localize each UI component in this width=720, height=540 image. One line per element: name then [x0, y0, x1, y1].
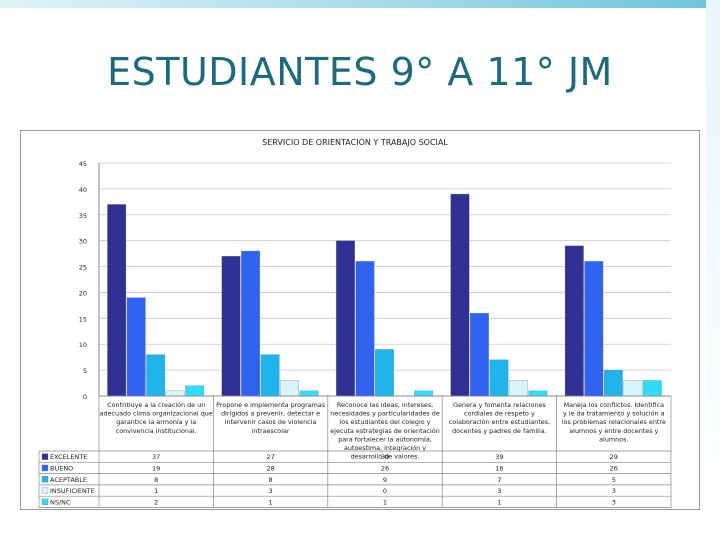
accent-bar	[0, 0, 720, 8]
category-label: Propone e implementa programas dirigidos …	[216, 401, 326, 435]
table-value: 1	[497, 498, 501, 506]
side-decoration	[706, 0, 720, 540]
legend-label: EXCELENTE	[50, 453, 87, 461]
y-tick-label: 40	[79, 186, 87, 194]
table-value: 37	[152, 453, 160, 461]
bar-aceptable	[260, 354, 280, 397]
table-value: 7	[497, 476, 501, 484]
bar-bueno	[241, 250, 261, 397]
bar-bueno	[126, 297, 146, 397]
chart-frame: SERVICIO DE ORIENTACIÓN Y TRABAJO SOCIAL…	[20, 130, 700, 510]
category-label: Reconoce las ideas, intereses, necesidade…	[330, 401, 440, 461]
table-value: 19	[152, 464, 160, 472]
bar-insuficiente	[280, 380, 300, 397]
table-value: 3	[497, 487, 501, 495]
bar-bueno	[469, 313, 489, 397]
y-tick-label: 0	[83, 393, 87, 401]
y-tick-label: 30	[79, 238, 87, 246]
legend-swatch	[41, 498, 49, 506]
bar-excelente	[564, 245, 584, 397]
bar-bueno	[355, 261, 375, 397]
y-tick-label: 35	[79, 212, 87, 220]
table-value: 26	[610, 464, 618, 472]
bar-bueno	[584, 261, 604, 397]
table-value: 30	[381, 453, 389, 461]
bar-insuficiente	[623, 380, 643, 397]
table-value: 16	[495, 464, 503, 472]
category-label: Maneja los conflictos. Identifica y le da…	[562, 401, 666, 443]
legend-swatch	[41, 487, 49, 494]
bar-insuficiente	[508, 380, 528, 397]
bar-ns-nc	[642, 380, 662, 397]
table-value: 39	[495, 453, 503, 461]
legend-swatch	[41, 476, 49, 483]
slide-title: ESTUDIANTES 9° A 11° JM	[107, 50, 613, 94]
bar-aceptable	[146, 354, 166, 397]
bar-ns-nc	[414, 390, 433, 397]
legend-swatch	[41, 453, 49, 460]
legend-label: INSUFICIENTE	[50, 487, 95, 495]
bar-ns-nc	[528, 390, 548, 397]
table-value: 3	[612, 498, 616, 506]
chart-title: SERVICIO DE ORIENTACIÓN Y TRABAJO SOCIAL	[262, 136, 448, 147]
table-value: 1	[383, 498, 387, 506]
bar-excelente	[450, 193, 470, 397]
y-tick-label: 25	[79, 264, 87, 272]
table-value: 26	[381, 464, 389, 472]
legend-label: BUENO	[50, 464, 73, 472]
legend-swatch	[41, 464, 49, 472]
y-tick-label: 20	[79, 289, 87, 297]
legend-label: ACEPTABLE	[50, 476, 87, 484]
table-value: 1	[154, 487, 158, 495]
table-value: 27	[266, 453, 274, 461]
y-tick-label: 15	[79, 315, 87, 323]
bar-excelente	[107, 204, 127, 397]
y-tick-label: 5	[83, 367, 87, 375]
bar-ns-nc	[185, 385, 205, 397]
bar-excelente	[221, 256, 241, 397]
y-tick-label: 45	[79, 160, 87, 168]
table-value: 3	[612, 487, 616, 495]
bar-aceptable	[489, 359, 509, 397]
table-value: 1	[269, 498, 273, 506]
bar-excelente	[336, 240, 355, 397]
y-tick-label: 10	[79, 341, 87, 349]
table-value: 3	[269, 487, 273, 495]
legend-label: NS/NC	[50, 498, 71, 506]
table-value: 8	[269, 476, 273, 484]
table-value: 0	[383, 487, 387, 495]
table-value: 2	[154, 498, 158, 506]
table-value: 8	[154, 476, 158, 484]
bar-aceptable	[603, 369, 623, 397]
table-value: 28	[266, 464, 274, 472]
table-value: 9	[383, 476, 387, 484]
table-value: 29	[610, 453, 618, 461]
bar-ns-nc	[299, 390, 319, 397]
bar-chart: SERVICIO DE ORIENTACIÓN Y TRABAJO SOCIAL…	[38, 136, 672, 508]
table-value: 5	[612, 476, 616, 484]
bar-aceptable	[375, 349, 394, 397]
category-label: Contribuye a la creación de un adecuado c…	[100, 401, 213, 435]
bar-insuficiente	[165, 390, 185, 397]
category-label: Genera y fomenta relaciones cordiales de …	[449, 401, 550, 435]
